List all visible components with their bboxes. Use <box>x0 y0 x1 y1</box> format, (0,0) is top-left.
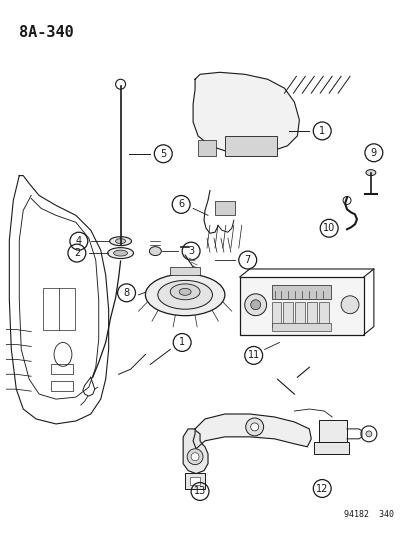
FancyBboxPatch shape <box>318 302 328 327</box>
Ellipse shape <box>115 239 125 244</box>
FancyBboxPatch shape <box>214 201 234 215</box>
Text: 5: 5 <box>160 149 166 159</box>
Ellipse shape <box>179 288 191 295</box>
Polygon shape <box>192 72 299 154</box>
FancyBboxPatch shape <box>197 140 216 156</box>
Ellipse shape <box>365 169 375 175</box>
Ellipse shape <box>107 248 133 259</box>
FancyBboxPatch shape <box>271 285 330 299</box>
Circle shape <box>191 453 199 461</box>
Polygon shape <box>183 429 207 474</box>
FancyBboxPatch shape <box>313 442 348 454</box>
FancyBboxPatch shape <box>295 302 305 327</box>
Text: 1: 1 <box>318 126 325 136</box>
Circle shape <box>245 418 263 436</box>
Circle shape <box>250 423 258 431</box>
FancyBboxPatch shape <box>271 322 330 330</box>
Circle shape <box>365 431 371 437</box>
FancyBboxPatch shape <box>283 302 293 327</box>
Ellipse shape <box>109 237 131 246</box>
Text: 11: 11 <box>247 350 259 360</box>
Text: 12: 12 <box>315 483 328 494</box>
FancyBboxPatch shape <box>318 420 346 442</box>
Ellipse shape <box>157 280 212 309</box>
Text: 2: 2 <box>74 248 80 258</box>
Text: 3: 3 <box>188 246 194 256</box>
Text: 10: 10 <box>322 223 335 233</box>
Ellipse shape <box>113 250 127 256</box>
Text: 13: 13 <box>193 487 206 496</box>
Ellipse shape <box>170 284 199 300</box>
Text: 94182  340: 94182 340 <box>343 510 393 519</box>
Circle shape <box>187 449 202 465</box>
FancyBboxPatch shape <box>190 477 199 484</box>
Circle shape <box>340 296 358 314</box>
Text: 4: 4 <box>76 236 82 246</box>
Text: 6: 6 <box>178 199 184 209</box>
Polygon shape <box>192 414 311 449</box>
Text: 8A-340: 8A-340 <box>19 25 74 39</box>
Text: 8: 8 <box>123 288 129 298</box>
Text: 9: 9 <box>370 148 376 158</box>
Text: 1: 1 <box>179 337 185 348</box>
Circle shape <box>244 294 266 316</box>
FancyBboxPatch shape <box>185 473 204 489</box>
FancyBboxPatch shape <box>170 267 199 275</box>
FancyBboxPatch shape <box>271 302 281 327</box>
Circle shape <box>250 300 260 310</box>
FancyBboxPatch shape <box>306 302 316 327</box>
FancyBboxPatch shape <box>239 277 363 335</box>
Text: 7: 7 <box>244 255 250 265</box>
FancyBboxPatch shape <box>224 136 276 156</box>
Ellipse shape <box>149 247 161 256</box>
Ellipse shape <box>145 274 224 316</box>
